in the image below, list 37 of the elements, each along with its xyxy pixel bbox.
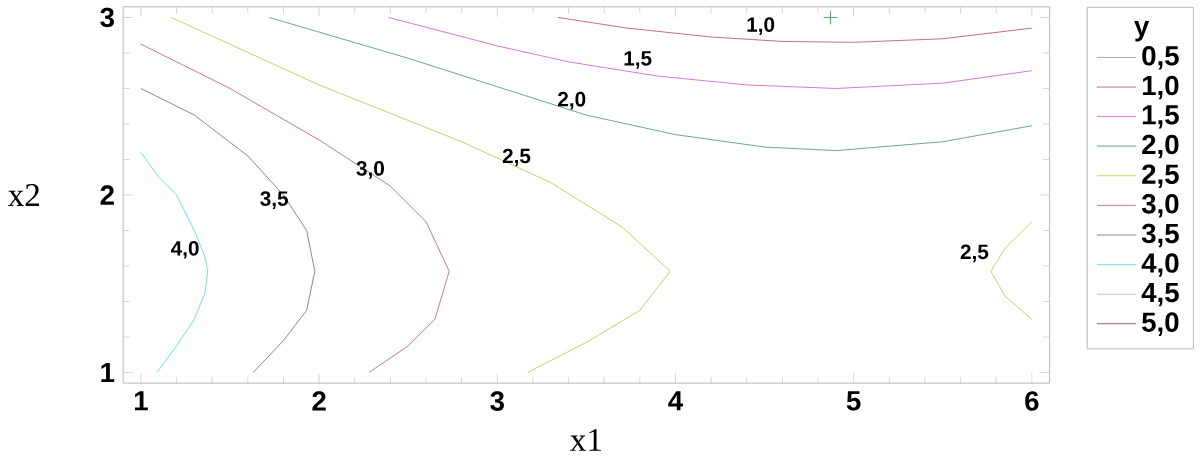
x-axis-title: x1: [570, 428, 601, 451]
legend-label: 4,5: [1141, 282, 1179, 306]
y-tick-label: 3: [100, 7, 114, 28]
legend-label: 4,0: [1141, 253, 1179, 277]
legend-label: 1,5: [1142, 105, 1179, 129]
annotation: 1,5: [624, 50, 652, 69]
line-series: [140, 87, 316, 373]
line-series: [140, 151, 209, 373]
annotation: 3,0: [356, 160, 384, 179]
legend-label: 3,5: [1141, 223, 1179, 247]
annotation: 1,0: [747, 17, 775, 35]
y-tick-label: 1: [101, 362, 115, 382]
x-tick-label: 4: [668, 391, 683, 411]
x-tick-label: 6: [1025, 391, 1039, 411]
x-tick-label: 1: [134, 391, 148, 411]
x-tick-label: 3: [490, 391, 504, 411]
legend-label: 1,0: [1142, 75, 1179, 100]
line-series: [140, 43, 450, 373]
y-tick-label: 2: [100, 185, 114, 205]
legend-label: 3,0: [1141, 193, 1179, 218]
annotation: 3,5: [260, 190, 288, 209]
line-series: [170, 16, 671, 373]
legend-label: 0,5: [1142, 45, 1179, 70]
annotation: 2,5: [960, 244, 989, 262]
legend-label: 5,0: [1142, 312, 1179, 336]
line-series: [990, 220, 1033, 320]
line-series: [557, 16, 1033, 43]
legend-label: 2,0: [1142, 134, 1179, 159]
y-axis-title: x2: [7, 183, 39, 206]
annotation: 2,5: [502, 148, 531, 167]
legend-title: y: [1134, 20, 1150, 42]
x-tick-label: 5: [846, 391, 861, 411]
line-series: [388, 16, 1033, 89]
annotation: 2,0: [558, 91, 586, 110]
annotation: 4,0: [171, 240, 199, 259]
x-tick-label: 2: [312, 391, 326, 411]
legend-label: 2,5: [1142, 164, 1179, 188]
